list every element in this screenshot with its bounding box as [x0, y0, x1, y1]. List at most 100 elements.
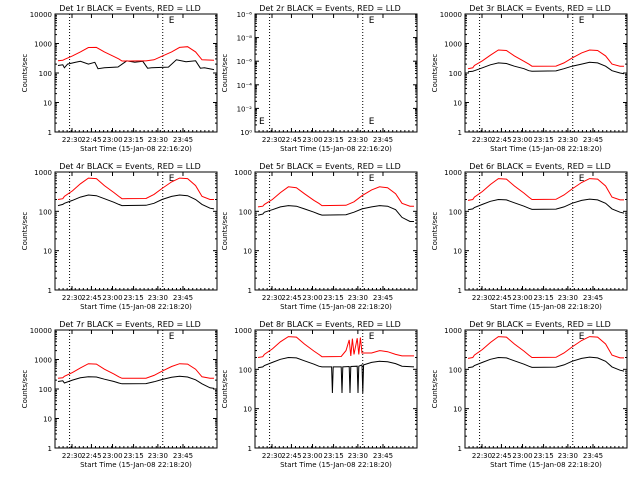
y-tick-label: 1	[458, 445, 462, 453]
y-tick-label: 1000	[34, 169, 52, 177]
x-tick-label: 23:30	[348, 294, 368, 302]
y-tick-label: 1000	[34, 357, 52, 365]
x-axis-label: Start Time (15-Jan-08 22:18:20)	[490, 145, 602, 153]
x-tick-label: 23:45	[583, 294, 603, 302]
y-tick-label: 10⁻⁶	[237, 11, 253, 19]
y-axis-label: Counts/sec	[21, 370, 29, 409]
y-tick-label: 10	[43, 100, 52, 108]
y-tick-label: 10⁰	[240, 129, 252, 137]
y-tick-label: 1	[48, 129, 52, 137]
series-red-line	[467, 49, 624, 70]
x-tick-label: 23:30	[558, 136, 578, 144]
x-tick-label: 23:00	[102, 452, 122, 460]
y-axis-label: Counts/sec	[221, 54, 229, 93]
y-tick-label: 1000	[234, 327, 252, 335]
series-red-line	[57, 363, 214, 379]
y-axis-label: Counts/sec	[221, 370, 229, 409]
x-tick-label: 23:15	[323, 136, 343, 144]
x-axis-label: Start Time (15-Jan-08 22:18:20)	[80, 303, 192, 311]
panel-title: Det 3r BLACK = Events, RED = LLD	[469, 4, 611, 13]
panel-title: Det 2r BLACK = Events, RED = LLD	[259, 4, 401, 13]
panel-title: Det 8r BLACK = Events, RED = LLD	[259, 320, 401, 329]
x-axis-label: Start Time (15-Jan-08 22:18:20)	[490, 461, 602, 469]
x-tick-label: 23:00	[302, 294, 322, 302]
plot-frame	[464, 329, 628, 449]
x-tick-label: 23:30	[558, 452, 578, 460]
plot-frame	[464, 171, 628, 291]
series-red-line	[257, 336, 414, 358]
x-tick-label: 22:45	[491, 452, 511, 460]
panel-title: Det 5r BLACK = Events, RED = LLD	[259, 162, 401, 171]
series-red-line	[467, 336, 624, 359]
y-tick-label: 10000	[30, 11, 52, 19]
x-tick-label: 23:30	[148, 452, 168, 460]
x-tick-label: 22:45	[81, 294, 101, 302]
plot-frame	[254, 171, 418, 291]
y-tick-label: 10	[453, 100, 462, 108]
x-tick-label: 22:30	[262, 136, 282, 144]
x-tick-label: 23:45	[173, 136, 193, 144]
panel-det-9: Det 9r BLACK = Events, RED = LLD 1 10 100 10…	[431, 320, 628, 469]
panel-det-5: Det 5r BLACK = Events, RED = LLD 1 10 100 10…	[221, 162, 418, 311]
x-axis-label: Start Time (15-Jan-08 22:18:20)	[280, 461, 392, 469]
panel-title: Det 4r BLACK = Events, RED = LLD	[59, 162, 201, 171]
y-tick-label: 100	[39, 70, 52, 78]
x-tick-label: 23:30	[148, 136, 168, 144]
y-tick-label: 100	[39, 208, 52, 216]
x-tick-label: 22:30	[62, 294, 82, 302]
annotation-marker: E	[579, 174, 585, 184]
y-tick-label: 100	[239, 208, 252, 216]
y-axis-label: Counts/sec	[431, 54, 439, 93]
plot-frame	[54, 329, 218, 449]
x-tick-label: 23:00	[512, 452, 532, 460]
series-black-line	[467, 356, 625, 372]
y-axis-label: Counts/sec	[221, 212, 229, 251]
y-tick-label: 10	[453, 248, 462, 256]
series-red-line	[257, 186, 414, 208]
x-tick-label: 22:30	[262, 294, 282, 302]
x-tick-label: 23:45	[373, 136, 393, 144]
panel-det-7: Det 7r BLACK = Events, RED = LLD 1 10 100 10…	[21, 320, 218, 469]
y-tick-label: 1	[48, 287, 52, 295]
x-tick-label: 23:15	[533, 294, 553, 302]
x-axis-label: Start Time (15-Jan-08 22:18:20)	[280, 303, 392, 311]
x-tick-label: 22:45	[491, 294, 511, 302]
x-tick-label: 23:15	[123, 136, 143, 144]
y-tick-label: 100	[449, 366, 462, 374]
y-tick-label: 1000	[444, 327, 462, 335]
x-tick-label: 23:45	[583, 452, 603, 460]
annotation-marker: E	[369, 332, 375, 342]
panel-det-3: Det 3r BLACK = Events, RED = LLD 1 10 100 10…	[431, 4, 628, 153]
y-tick-label: 10	[453, 406, 462, 414]
plot-frame	[54, 13, 218, 133]
y-tick-label: 1	[458, 129, 462, 137]
annotation-marker: E	[169, 332, 175, 342]
x-tick-label: 23:15	[123, 294, 143, 302]
annotation-marker: E	[369, 16, 375, 26]
annotation-marker: E	[169, 174, 175, 184]
x-tick-label: 23:45	[173, 294, 193, 302]
series-black-line	[57, 194, 215, 210]
plot-frame	[254, 13, 418, 133]
x-tick-label: 23:00	[512, 136, 532, 144]
series-black-line	[467, 198, 625, 214]
panel-det-4: Det 4r BLACK = Events, RED = LLD 1 10 100 10…	[21, 162, 218, 311]
x-tick-label: 22:30	[62, 452, 82, 460]
y-tick-label: 100	[39, 386, 52, 394]
y-tick-label: 10000	[30, 327, 52, 335]
x-tick-label: 23:15	[533, 452, 553, 460]
x-tick-label: 22:45	[81, 136, 101, 144]
panel-title: Det 9r BLACK = Events, RED = LLD	[469, 320, 611, 329]
x-tick-label: 23:30	[348, 136, 368, 144]
x-tick-label: 22:30	[472, 452, 492, 460]
x-tick-label: 23:45	[373, 294, 393, 302]
panel-title: Det 7r BLACK = Events, RED = LLD	[59, 320, 201, 329]
x-axis-label: Start Time (15-Jan-08 22:18:20)	[490, 303, 602, 311]
x-tick-label: 23:30	[558, 294, 578, 302]
y-tick-label: 100	[239, 366, 252, 374]
annotation-marker: E	[369, 174, 375, 184]
y-tick-label: 10⁻²	[237, 105, 253, 113]
x-tick-label: 22:45	[81, 452, 101, 460]
x-tick-label: 23:45	[373, 452, 393, 460]
